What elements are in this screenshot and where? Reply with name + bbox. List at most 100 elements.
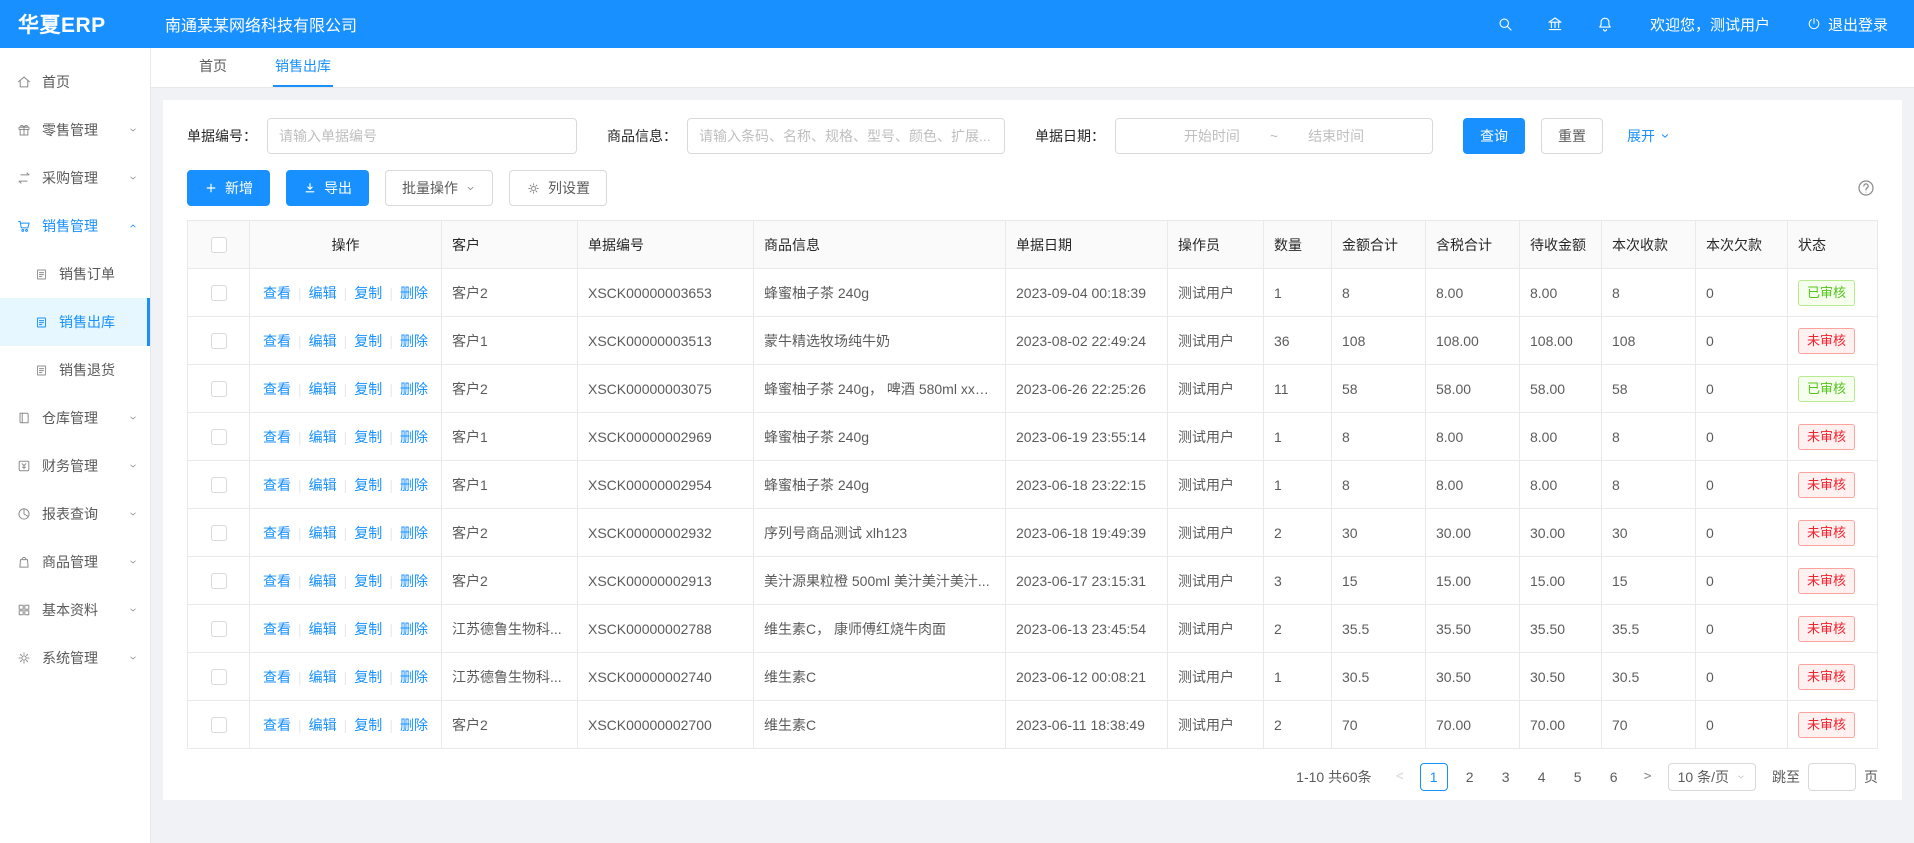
add-button[interactable]: 新增 xyxy=(187,170,270,206)
pagination-page-5[interactable]: 5 xyxy=(1573,769,1582,785)
status-badge[interactable]: 未审核 xyxy=(1798,519,1856,546)
tab-home[interactable]: 首页 xyxy=(199,58,227,74)
sidebar-item-home[interactable]: 首页 xyxy=(0,58,150,106)
row-action-copy[interactable]: 复制 xyxy=(354,428,383,445)
row-action-view[interactable]: 查看 xyxy=(263,476,292,493)
row-checkbox[interactable] xyxy=(210,285,227,302)
sidebar-item-sales-order[interactable]: 销售订单 xyxy=(0,250,150,298)
row-action-delete[interactable]: 删除 xyxy=(399,620,428,637)
row-action-edit[interactable]: 编辑 xyxy=(308,572,337,589)
row-action-view[interactable]: 查看 xyxy=(263,668,292,685)
row-action-delete[interactable]: 删除 xyxy=(399,524,428,541)
row-checkbox[interactable] xyxy=(210,333,227,350)
status-badge[interactable]: 未审核 xyxy=(1798,471,1856,498)
row-checkbox[interactable] xyxy=(210,429,227,446)
pagination-page-4[interactable]: 4 xyxy=(1537,769,1546,785)
row-action-edit[interactable]: 编辑 xyxy=(308,284,337,301)
pagination-prev[interactable]: < xyxy=(1395,769,1404,784)
search-button[interactable]: 查询 xyxy=(1463,118,1525,154)
row-action-delete[interactable]: 删除 xyxy=(399,476,428,493)
row-action-edit[interactable]: 编辑 xyxy=(308,380,337,397)
row-action-view[interactable]: 查看 xyxy=(263,716,292,733)
status-badge[interactable]: 未审核 xyxy=(1798,615,1856,642)
row-action-edit[interactable]: 编辑 xyxy=(308,524,337,541)
row-action-copy[interactable]: 复制 xyxy=(354,524,383,541)
sidebar-item-reports[interactable]: 报表查询 xyxy=(0,490,150,538)
bill-no-input[interactable] xyxy=(267,118,577,154)
row-action-delete[interactable]: 删除 xyxy=(399,572,428,589)
row-action-copy[interactable]: 复制 xyxy=(354,332,383,349)
row-action-copy[interactable]: 复制 xyxy=(354,284,383,301)
status-badge[interactable]: 未审核 xyxy=(1798,423,1856,450)
pagination-page-1[interactable]: 1 xyxy=(1419,763,1448,791)
bell-icon[interactable] xyxy=(1596,15,1614,33)
status-badge[interactable]: 已审核 xyxy=(1798,279,1856,306)
row-action-view[interactable]: 查看 xyxy=(263,572,292,589)
pagination-page-3[interactable]: 3 xyxy=(1501,769,1510,785)
status-badge[interactable]: 未审核 xyxy=(1798,327,1856,354)
row-action-view[interactable]: 查看 xyxy=(263,428,292,445)
row-action-edit[interactable]: 编辑 xyxy=(308,668,337,685)
page-size-select[interactable]: 10 条/页 xyxy=(1667,763,1756,791)
row-action-copy[interactable]: 复制 xyxy=(354,668,383,685)
search-icon[interactable] xyxy=(1496,15,1514,33)
row-action-delete[interactable]: 删除 xyxy=(399,716,428,733)
row-action-copy[interactable]: 复制 xyxy=(354,620,383,637)
tab-sales-outbound[interactable]: 销售出库 xyxy=(273,48,333,87)
bank-icon[interactable] xyxy=(1546,15,1564,33)
select-all-checkbox[interactable] xyxy=(210,237,227,254)
pagination-page-2[interactable]: 2 xyxy=(1465,769,1474,785)
page-jump-input[interactable] xyxy=(1808,763,1856,791)
row-action-copy[interactable]: 复制 xyxy=(354,716,383,733)
row-action-edit[interactable]: 编辑 xyxy=(308,332,337,349)
date-range-input[interactable]: 开始时间 ~ 结束时间 xyxy=(1115,118,1433,154)
export-button[interactable]: 导出 xyxy=(286,170,369,206)
row-action-copy[interactable]: 复制 xyxy=(354,380,383,397)
logout-button[interactable]: 退出登录 xyxy=(1806,14,1888,35)
expand-link[interactable]: 展开 xyxy=(1627,126,1671,146)
row-checkbox[interactable] xyxy=(210,381,227,398)
row-action-delete[interactable]: 删除 xyxy=(399,332,428,349)
row-action-copy[interactable]: 复制 xyxy=(354,476,383,493)
pagination-page-6[interactable]: 6 xyxy=(1609,769,1618,785)
row-action-delete[interactable]: 删除 xyxy=(399,428,428,445)
row-action-view[interactable]: 查看 xyxy=(263,380,292,397)
sidebar-item-finance[interactable]: 财务管理 xyxy=(0,442,150,490)
row-checkbox[interactable] xyxy=(210,717,227,734)
row-action-edit[interactable]: 编辑 xyxy=(308,476,337,493)
product-info-input[interactable] xyxy=(687,118,1005,154)
reset-button[interactable]: 重置 xyxy=(1541,118,1603,154)
sidebar-item-warehouse[interactable]: 仓库管理 xyxy=(0,394,150,442)
help-icon[interactable] xyxy=(1856,178,1876,198)
row-action-edit[interactable]: 编辑 xyxy=(308,716,337,733)
row-action-view[interactable]: 查看 xyxy=(263,524,292,541)
status-badge[interactable]: 未审核 xyxy=(1798,567,1856,594)
row-action-edit[interactable]: 编辑 xyxy=(308,428,337,445)
sidebar-item-sales[interactable]: 销售管理 xyxy=(0,202,150,250)
sidebar-item-purchase[interactable]: 采购管理 xyxy=(0,154,150,202)
row-checkbox[interactable] xyxy=(210,525,227,542)
status-badge[interactable]: 未审核 xyxy=(1798,663,1856,690)
row-checkbox[interactable] xyxy=(210,669,227,686)
row-action-delete[interactable]: 删除 xyxy=(399,380,428,397)
row-action-edit[interactable]: 编辑 xyxy=(308,620,337,637)
status-badge[interactable]: 已审核 xyxy=(1798,375,1856,402)
column-settings-button[interactable]: 列设置 xyxy=(509,170,607,206)
row-action-copy[interactable]: 复制 xyxy=(354,572,383,589)
row-checkbox[interactable] xyxy=(210,621,227,638)
row-action-view[interactable]: 查看 xyxy=(263,284,292,301)
row-action-view[interactable]: 查看 xyxy=(263,332,292,349)
status-badge[interactable]: 未审核 xyxy=(1798,711,1856,738)
row-action-delete[interactable]: 删除 xyxy=(399,284,428,301)
sidebar-item-system[interactable]: 系统管理 xyxy=(0,634,150,682)
batch-operations-button[interactable]: 批量操作 xyxy=(385,170,493,206)
sidebar-item-products[interactable]: 商品管理 xyxy=(0,538,150,586)
row-action-delete[interactable]: 删除 xyxy=(399,668,428,685)
row-checkbox[interactable] xyxy=(210,573,227,590)
sidebar-item-basic-data[interactable]: 基本资料 xyxy=(0,586,150,634)
row-action-view[interactable]: 查看 xyxy=(263,620,292,637)
pagination-next[interactable]: > xyxy=(1643,769,1652,784)
sidebar-item-sales-return[interactable]: 销售退货 xyxy=(0,346,150,394)
sidebar-item-sales-outbound[interactable]: 销售出库 xyxy=(0,298,150,346)
row-checkbox[interactable] xyxy=(210,477,227,494)
